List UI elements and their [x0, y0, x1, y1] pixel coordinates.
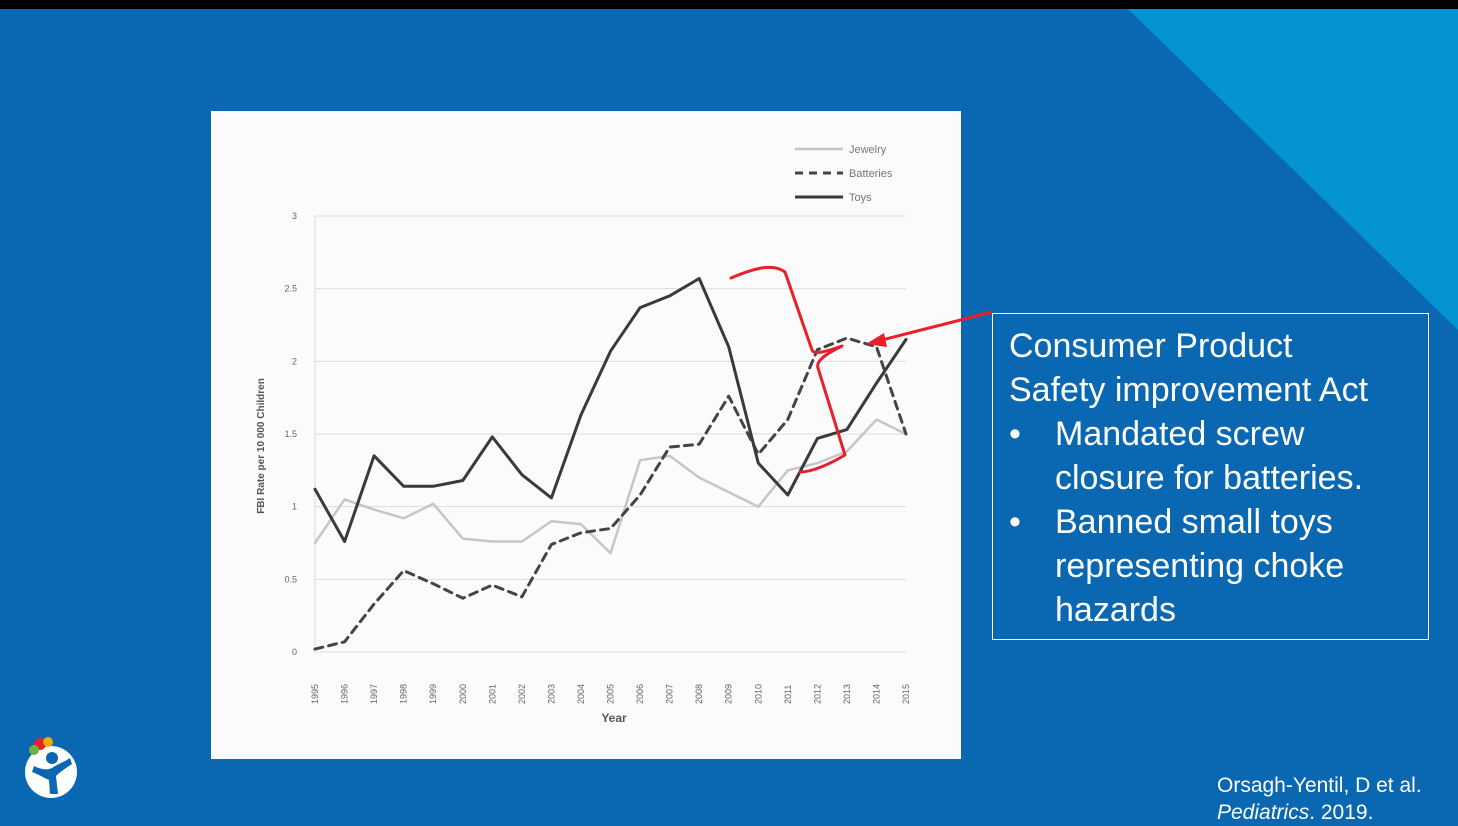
y-tick-label: 2.5	[284, 284, 297, 294]
bullet-dot: •	[1009, 415, 1021, 453]
x-axis-label: Year	[601, 711, 627, 725]
y-tick-label: 1.5	[284, 429, 297, 439]
x-tick-label: 2011	[783, 685, 793, 704]
legend: Jewelry Batteries Toys	[795, 144, 893, 204]
callout-title-line2: Safety improvement Act	[1009, 371, 1369, 409]
x-tick-label: 2008	[694, 684, 704, 704]
x-tick-label: 2000	[458, 684, 468, 704]
series-lines	[313, 277, 908, 651]
bullet1-line2: closure for batteries.	[1055, 459, 1364, 497]
x-tick-label: 2013	[842, 684, 852, 704]
chart-card: 0 0.5 1 1.5 2 2.5 3 1995 1996 1997 1998 1999 2000 20…	[211, 111, 961, 759]
y-tick-label: 0.5	[284, 574, 297, 584]
y-tick-label: 2	[292, 356, 297, 366]
line-chart: 0 0.5 1 1.5 2 2.5 3 1995 1996 1997 1998 1999 2000 20…	[256, 144, 911, 725]
bullet2-line1: Banned small toys	[1055, 503, 1333, 541]
callout-box: Consumer Product Safety improvement Act …	[992, 313, 1429, 640]
y-tick-label: 3	[292, 211, 297, 221]
x-tick-label: 2007	[665, 684, 675, 704]
gridlines	[314, 215, 906, 653]
citation: Orsagh-Yentil, D et al. Pediatrics. 2019…	[1217, 772, 1422, 826]
y-tick-label: 1	[292, 502, 297, 512]
y-axis-label: FBI Rate per 10 000 Children	[256, 378, 267, 514]
legend-label-toys: Toys	[849, 192, 872, 204]
bullet2-line2: representing choke	[1055, 547, 1345, 585]
bullet-small-toys: • Banned small toys representing choke h…	[1009, 500, 1418, 632]
y-tick-labels: 0 0.5 1 1.5 2 2.5 3	[284, 211, 297, 657]
x-tick-label: 2001	[487, 684, 497, 704]
legend-label-jewelry: Jewelry	[849, 144, 887, 156]
x-tick-label: 1999	[428, 684, 438, 704]
x-tick-label: 2003	[546, 684, 556, 704]
callout-title-line1: Consumer Product	[1009, 327, 1293, 365]
x-tick-label: 2015	[901, 684, 911, 704]
x-tick-label: 2006	[635, 684, 645, 704]
citation-year: . 2019.	[1309, 801, 1374, 824]
x-tick-label: 2009	[724, 684, 734, 704]
x-tick-label: 2005	[606, 684, 616, 704]
citation-journal: Pediatrics	[1217, 801, 1310, 824]
x-tick-label: 1995	[310, 684, 320, 704]
x-tick-label: 2014	[871, 684, 881, 704]
x-tick-label: 1996	[340, 684, 350, 704]
bullet-dot: •	[1009, 503, 1021, 541]
x-tick-label: 2010	[753, 684, 763, 704]
top-black-bar	[0, 0, 1458, 9]
series-line-toys	[313, 277, 908, 543]
x-tick-label: 1998	[399, 684, 409, 704]
series-line-batteries	[313, 336, 908, 651]
x-tick-labels: 1995 1996 1997 1998 1999 2000 2001 2002 2003 2004…	[310, 684, 911, 704]
citation-journal-line: Pediatrics. 2019.	[1217, 799, 1422, 826]
bullet1-line1: Mandated screw	[1055, 415, 1305, 453]
citation-author: Orsagh-Yentil, D et al.	[1217, 774, 1422, 797]
bullet-screw-closure: • Mandated screw closure for batteries.	[1009, 412, 1418, 500]
x-tick-label: 1997	[369, 684, 379, 704]
bullet2-line3: hazards	[1055, 591, 1176, 629]
callout-bullets: • Mandated screw closure for batteries. …	[1009, 412, 1418, 632]
y-tick-label: 0	[292, 647, 297, 657]
x-tick-label: 2012	[812, 684, 822, 704]
child-figure-logo-icon	[25, 737, 77, 798]
x-tick-label: 2004	[576, 684, 586, 704]
legend-label-batteries: Batteries	[849, 168, 893, 180]
x-tick-label: 2002	[517, 684, 527, 704]
